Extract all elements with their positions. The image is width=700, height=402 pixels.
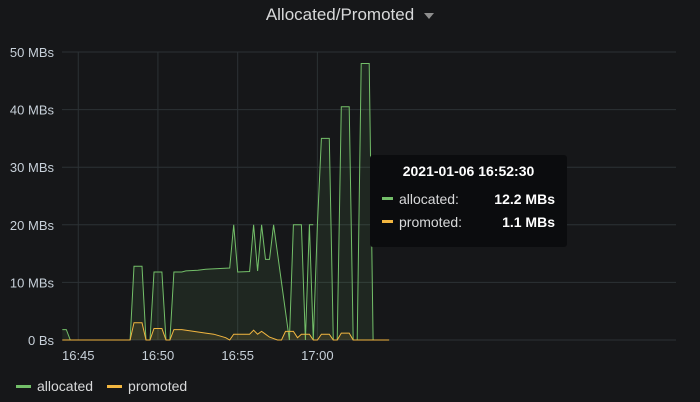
y-tick-label: 40 MBs — [10, 103, 55, 118]
y-tick-label: 0 Bs — [28, 333, 55, 348]
x-tick-label: 17:00 — [301, 348, 334, 363]
x-tick-label: 16:55 — [221, 348, 254, 363]
tooltip-name-promoted: promoted: — [399, 214, 502, 230]
legend-item-allocated[interactable]: allocated — [16, 378, 93, 394]
tooltip-row-allocated: allocated: 12.2 MBs — [382, 187, 555, 210]
y-tick-label: 20 MBs — [10, 218, 55, 233]
tooltip-value-promoted: 1.1 MBs — [502, 214, 555, 230]
legend-label-allocated[interactable]: allocated — [37, 378, 93, 394]
tooltip-time: 2021-01-06 16:52:30 — [382, 163, 555, 179]
x-tick-label: 16:50 — [142, 348, 175, 363]
y-tick-label: 50 MBs — [10, 45, 55, 60]
tooltip-value-allocated: 12.2 MBs — [494, 191, 555, 207]
tooltip-name-allocated: allocated: — [399, 191, 494, 207]
legend-swatch-promoted — [107, 385, 122, 388]
tooltip-row-promoted: promoted: 1.1 MBs — [382, 210, 555, 233]
y-tick-label: 30 MBs — [10, 160, 55, 175]
y-tick-label: 10 MBs — [10, 275, 55, 290]
legend: allocated promoted — [16, 378, 201, 394]
tooltip-swatch-allocated — [382, 197, 393, 200]
legend-label-promoted[interactable]: promoted — [128, 378, 187, 394]
tooltip: 2021-01-06 16:52:30 allocated: 12.2 MBs … — [370, 155, 567, 247]
legend-swatch-allocated — [16, 385, 31, 388]
legend-item-promoted[interactable]: promoted — [107, 378, 187, 394]
tooltip-swatch-promoted — [382, 220, 393, 223]
x-tick-label: 16:45 — [62, 348, 95, 363]
